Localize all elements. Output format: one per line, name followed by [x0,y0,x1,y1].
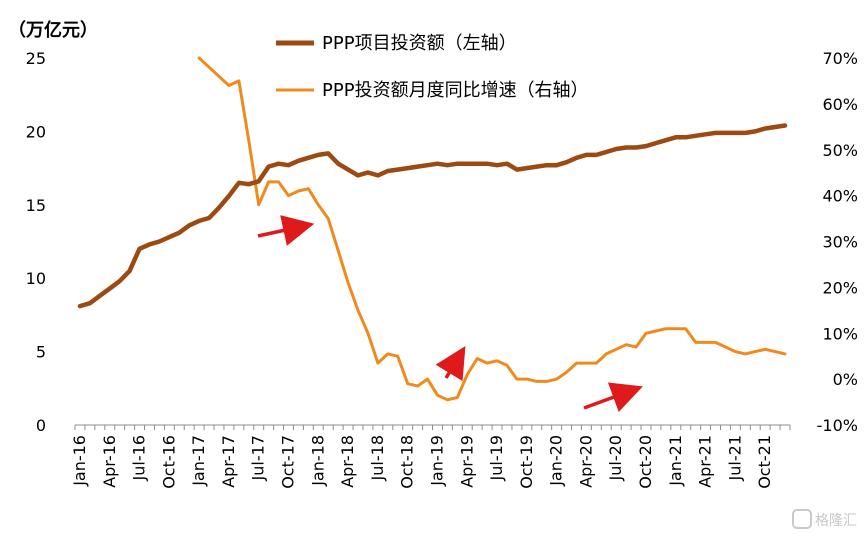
series-layer [77,56,788,402]
left-tick-label: 0 [36,416,46,435]
annotation-arrow [435,346,466,382]
legend-label-growth: PPP投资额月度同比增速（右轴） [322,80,589,101]
x-tick-label: Jul-18 [368,435,387,481]
legend-label-investment: PPP项目投资额（左轴） [322,33,517,54]
x-tick-label: Apr-16 [100,435,119,488]
x-tick-label: Jul-21 [725,435,744,481]
x-tick-label: Apr-17 [219,435,238,488]
legend: PPP项目投资额（左轴） PPP投资额月度同比增速（右轴） [276,33,589,101]
left-tick-label: 10 [26,269,46,288]
right-tick-label: 0% [833,370,858,389]
x-tick-label: Jan-17 [189,435,208,487]
x-tick-label: Jan-16 [70,435,89,487]
right-tick-label: 50% [822,141,858,160]
x-tick-label: Oct-20 [636,435,655,489]
left-tick-label: 5 [36,343,46,362]
x-tick-label: Oct-21 [755,435,774,489]
watermark: 格隆汇 [792,509,857,529]
right-tick-label: 20% [822,278,858,297]
annotation-arrows [257,215,643,413]
x-tick-label: Jul-19 [487,435,506,481]
x-tick-label: Apr-19 [457,435,476,488]
series-line-investment [77,123,788,309]
x-tick-label: Jan-20 [547,435,566,487]
x-tick-label: Apr-21 [696,435,715,488]
series-line-growth [197,56,787,402]
x-tick-label: Jan-18 [308,435,327,487]
left-tick-label: 20 [26,122,46,141]
right-tick-label: 10% [822,324,858,343]
watermark-logo-icon [792,509,812,529]
left-axis-unit: （万亿元） [8,19,98,41]
x-axis: Jan-16 Apr-16 Jul-16 Oct-16 Jan-17 Apr-17 Jul-… [70,424,791,489]
annotation-arrow [257,215,315,246]
x-tick-label: Jul-20 [606,435,625,481]
x-tick-label: Oct-17 [279,435,298,489]
annotation-arrow [583,382,643,413]
right-tick-label: 30% [822,233,858,252]
x-tick-label: Jul-17 [249,435,268,481]
x-tick-label: Oct-19 [517,435,536,489]
left-axis: 0 5 10 15 20 25 [26,49,46,435]
watermark-text: 格隆汇 [815,513,857,529]
x-tick-label: Jul-16 [130,435,149,481]
left-tick-label: 15 [26,196,46,215]
right-tick-label: 60% [822,95,858,114]
x-tick-label: Apr-20 [576,435,595,488]
right-tick-label: 70% [822,49,858,68]
x-tick-label: Jan-21 [666,435,685,487]
left-tick-label: 25 [26,49,46,68]
x-tick-label: Oct-18 [398,435,417,489]
right-tick-label: 40% [822,187,858,206]
right-tick-label: -10% [817,416,858,435]
x-tick-label: Oct-16 [159,435,178,489]
x-tick-label: Jan-19 [427,435,446,487]
right-axis: -10% 0% 10% 20% 30% 40% 50% 60% 70% [817,49,858,435]
x-tick-label: Apr-18 [338,435,357,488]
